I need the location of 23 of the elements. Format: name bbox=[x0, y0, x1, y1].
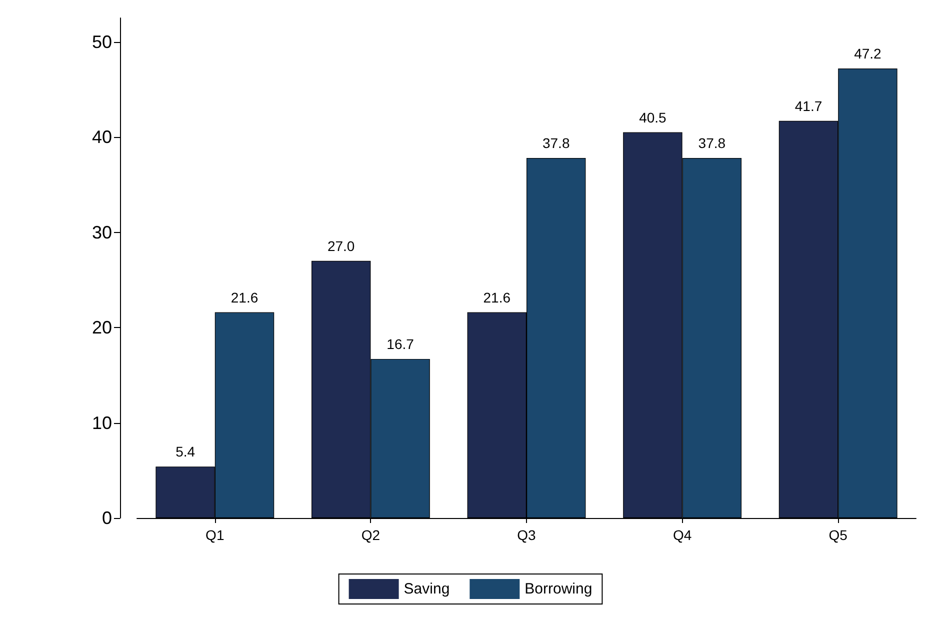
x-tick-label: Q2 bbox=[361, 527, 380, 543]
x-tick-label: Q4 bbox=[672, 527, 692, 543]
x-tick-label: Q1 bbox=[206, 527, 224, 543]
y-tick-label: 40 bbox=[92, 127, 112, 148]
data-label: 21.6 bbox=[230, 289, 258, 306]
y-tick-label: 50 bbox=[92, 32, 112, 52]
data-label: 21.6 bbox=[483, 289, 511, 306]
data-label: 47.2 bbox=[854, 45, 882, 62]
data-label: 37.8 bbox=[542, 135, 570, 151]
legend-label: Borrowing bbox=[524, 580, 592, 598]
data-label: 37.8 bbox=[698, 135, 726, 151]
y-tick-label: 10 bbox=[92, 412, 112, 433]
y-tick-label: 0 bbox=[102, 508, 112, 528]
data-label: 5.4 bbox=[176, 444, 196, 460]
x-tick-label: Q3 bbox=[517, 527, 536, 543]
y-tick-label: 30 bbox=[92, 222, 112, 242]
data-label: 40.5 bbox=[639, 109, 667, 126]
y-tick-label: 20 bbox=[92, 318, 112, 338]
data-label: 16.7 bbox=[386, 336, 414, 352]
data-label: 27.0 bbox=[327, 238, 355, 254]
x-tick-label: Q5 bbox=[828, 527, 848, 543]
legend-label: Saving bbox=[404, 580, 450, 598]
data-label: 41.7 bbox=[794, 98, 822, 114]
